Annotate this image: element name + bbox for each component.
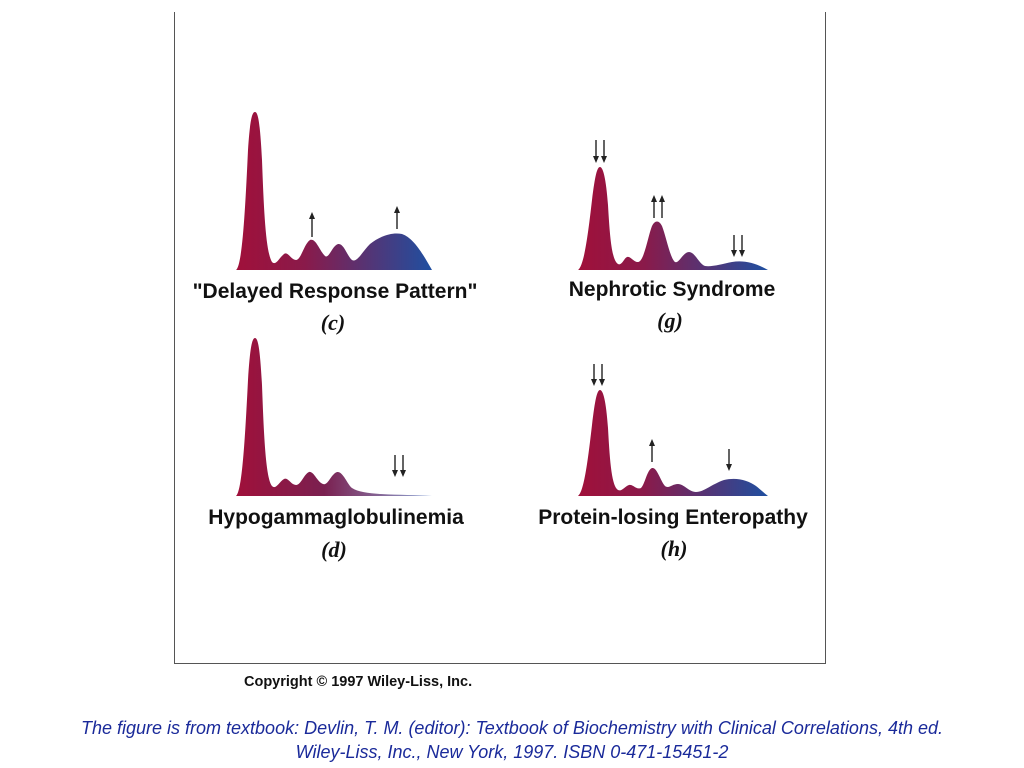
panel-letter: (g) xyxy=(657,308,683,333)
electrophoresis-curve-h xyxy=(578,390,768,496)
panel-letter: (d) xyxy=(321,537,347,562)
electrophoresis-curve-c xyxy=(236,112,432,270)
arrow-up-icon xyxy=(394,206,400,229)
electrophoresis-curve-d xyxy=(236,338,432,496)
double-arrow-up-icon xyxy=(651,195,665,218)
arrow-up-icon xyxy=(649,439,655,462)
arrow-down-icon xyxy=(726,449,732,471)
double-arrow-down-icon xyxy=(593,140,607,163)
double-arrow-down-icon xyxy=(731,235,745,257)
panel-title: "Delayed Response Pattern" xyxy=(193,280,478,303)
panel-d: Hypogammaglobulinemia (d) xyxy=(208,338,464,562)
panel-h: Protein-losing Enteropathy (h) xyxy=(538,364,808,561)
figure-caption: The figure is from textbook: Devlin, T. … xyxy=(0,716,1024,764)
panel-g: Nephrotic Syndrome (g) xyxy=(569,140,776,333)
double-arrow-down-icon xyxy=(591,364,605,386)
caption-line-2: Wiley-Liss, Inc., New York, 1997. ISBN 0… xyxy=(295,742,729,762)
double-arrow-down-icon xyxy=(392,455,406,477)
panel-letter: (h) xyxy=(661,536,688,561)
arrow-up-icon xyxy=(309,212,315,237)
panel-letter: (c) xyxy=(321,310,345,335)
panel-title: Nephrotic Syndrome xyxy=(569,278,776,301)
panel-title: Hypogammaglobulinemia xyxy=(208,506,464,529)
electrophoresis-curve-g xyxy=(578,167,768,270)
caption-line-1: The figure is from textbook: Devlin, T. … xyxy=(80,718,943,738)
figure-frame xyxy=(174,12,826,664)
panel-title: Protein-losing Enteropathy xyxy=(538,506,808,529)
panel-c: "Delayed Response Pattern" (c) xyxy=(193,112,478,335)
copyright-notice: Copyright © 1997 Wiley-Liss, Inc. xyxy=(244,674,473,690)
